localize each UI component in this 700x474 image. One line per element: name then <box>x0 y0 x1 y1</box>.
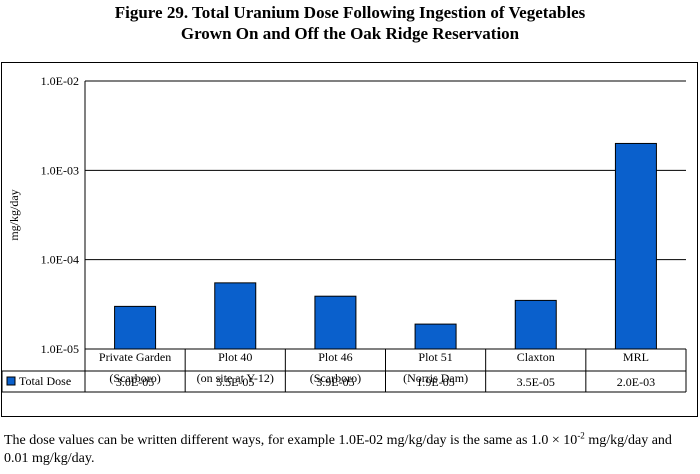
table-value-label: 1.9E-05 <box>416 375 454 389</box>
y-tick-label: 1.0E-03 <box>41 163 79 177</box>
table-value-label: 3.0E-05 <box>116 375 154 389</box>
category-label: MRL <box>623 350 649 364</box>
footnote-part-2: mg/kg/day and 0.01 mg/kg/day. <box>4 433 672 466</box>
chart-frame <box>1 62 698 417</box>
bar <box>514 299 557 350</box>
bar <box>114 305 157 350</box>
footnote-exponent: -2 <box>577 430 585 441</box>
bar <box>214 282 257 350</box>
table-value-label: 3.9E-05 <box>316 375 354 389</box>
table-value-label: 5.5E-05 <box>216 375 254 389</box>
bar <box>314 295 357 350</box>
category-label: Plot 46 <box>318 350 352 364</box>
category-label: Private Garden <box>99 350 171 364</box>
category-label: (Scarboro) <box>310 371 361 385</box>
category-label: Plot 40 <box>218 350 252 364</box>
chart-title: Figure 29. Total Uranium Dose Following … <box>0 2 700 44</box>
category-label: (on site at Y-12) <box>197 371 274 385</box>
footnote-part-1: The dose values can be written different… <box>4 433 578 448</box>
table-value-label: 3.5E-05 <box>517 375 555 389</box>
legend-label: Total Dose <box>19 374 71 388</box>
category-label: (Norris Dam) <box>403 371 468 385</box>
category-label: Claxton <box>517 350 555 364</box>
legend-swatch <box>6 376 16 386</box>
chart-title-line-1: Figure 29. Total Uranium Dose Following … <box>114 3 586 22</box>
y-tick-label: 1.0E-04 <box>41 253 79 267</box>
category-label: (Scarboro) <box>109 371 160 385</box>
chart-title-line-2: Grown On and Off the Oak Ridge Reservati… <box>180 24 520 43</box>
bar <box>414 323 457 350</box>
footnote: The dose values can be written different… <box>4 430 694 468</box>
table-value-label: 2.0E-03 <box>617 375 655 389</box>
y-axis-label: mg/kg/day <box>7 189 21 240</box>
category-label: Plot 51 <box>418 350 452 364</box>
y-tick-label: 1.0E-05 <box>41 342 79 356</box>
bar <box>614 142 657 350</box>
y-tick-label: 1.0E-02 <box>41 74 79 88</box>
